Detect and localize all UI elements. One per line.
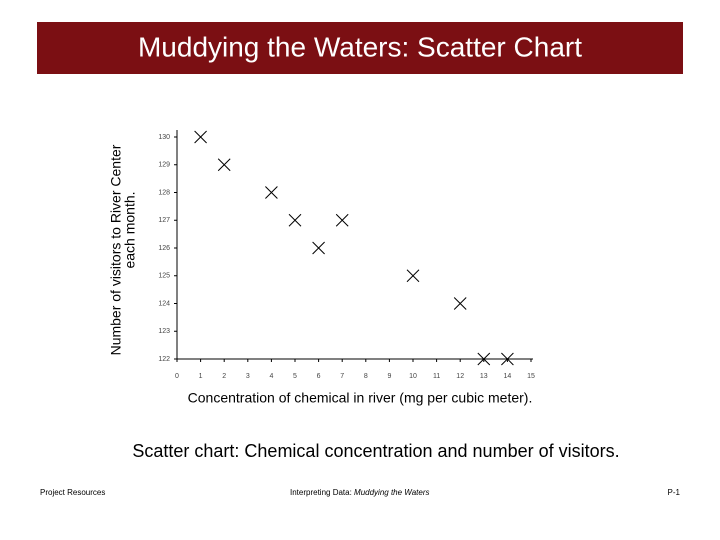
x-tick-label: 7 <box>340 373 344 380</box>
y-axis-title: each month. <box>122 191 138 268</box>
x-axis-title: Concentration of chemical in river (mg p… <box>188 390 533 406</box>
x-tick-label: 4 <box>269 373 273 380</box>
y-tick-label: 127 <box>158 217 170 224</box>
x-tick-label: 2 <box>222 373 226 380</box>
point <box>406 269 420 283</box>
y-tick-label: 128 <box>158 189 170 196</box>
title-bar <box>37 22 683 74</box>
x-tick-label: 13 <box>480 373 488 380</box>
y-tick-label: 122 <box>158 356 170 363</box>
point <box>217 158 231 172</box>
point <box>453 297 467 310</box>
y-tick-label: 124 <box>158 300 170 307</box>
point <box>501 352 514 366</box>
x-tick-label: 6 <box>317 373 321 380</box>
point <box>194 130 207 144</box>
footer-center: Interpreting Data: Muddying the Waters <box>290 488 430 497</box>
x-tick-label: 15 <box>527 373 535 380</box>
x-tick-label: 1 <box>199 373 203 380</box>
x-tick-label: 9 <box>387 373 391 380</box>
x-tick-label: 3 <box>246 373 250 380</box>
x-tick-label: 14 <box>504 373 512 380</box>
point <box>335 213 349 227</box>
chart-title: Muddying the Waters: Scatter Chart <box>138 31 582 62</box>
y-tick-label: 129 <box>158 162 170 169</box>
x-tick-label: 8 <box>364 373 368 380</box>
point <box>265 186 278 199</box>
footer-center-text: Interpreting Data: <box>290 488 352 497</box>
x-tick-label: 0 <box>175 373 179 380</box>
point <box>288 213 302 227</box>
y-axis-title: Number of visitors to River Center <box>108 144 124 355</box>
point <box>312 241 325 255</box>
footer-center-italic: Muddying the Waters <box>354 488 429 497</box>
y-tick-label: 126 <box>158 245 170 252</box>
y-tick-label: 123 <box>158 328 170 335</box>
x-tick-label: 11 <box>433 373 440 380</box>
x-tick-label: 12 <box>456 373 464 380</box>
footer-right: P-1 <box>668 488 681 497</box>
y-tick-label: 125 <box>158 273 170 280</box>
x-tick-label: 5 <box>293 373 297 380</box>
point <box>477 352 491 366</box>
y-tick-label: 130 <box>158 134 170 141</box>
caption: Scatter chart: Chemical concentration an… <box>132 441 619 461</box>
footer-left: Project Resources <box>40 488 105 497</box>
x-tick-label: 10 <box>409 373 417 380</box>
